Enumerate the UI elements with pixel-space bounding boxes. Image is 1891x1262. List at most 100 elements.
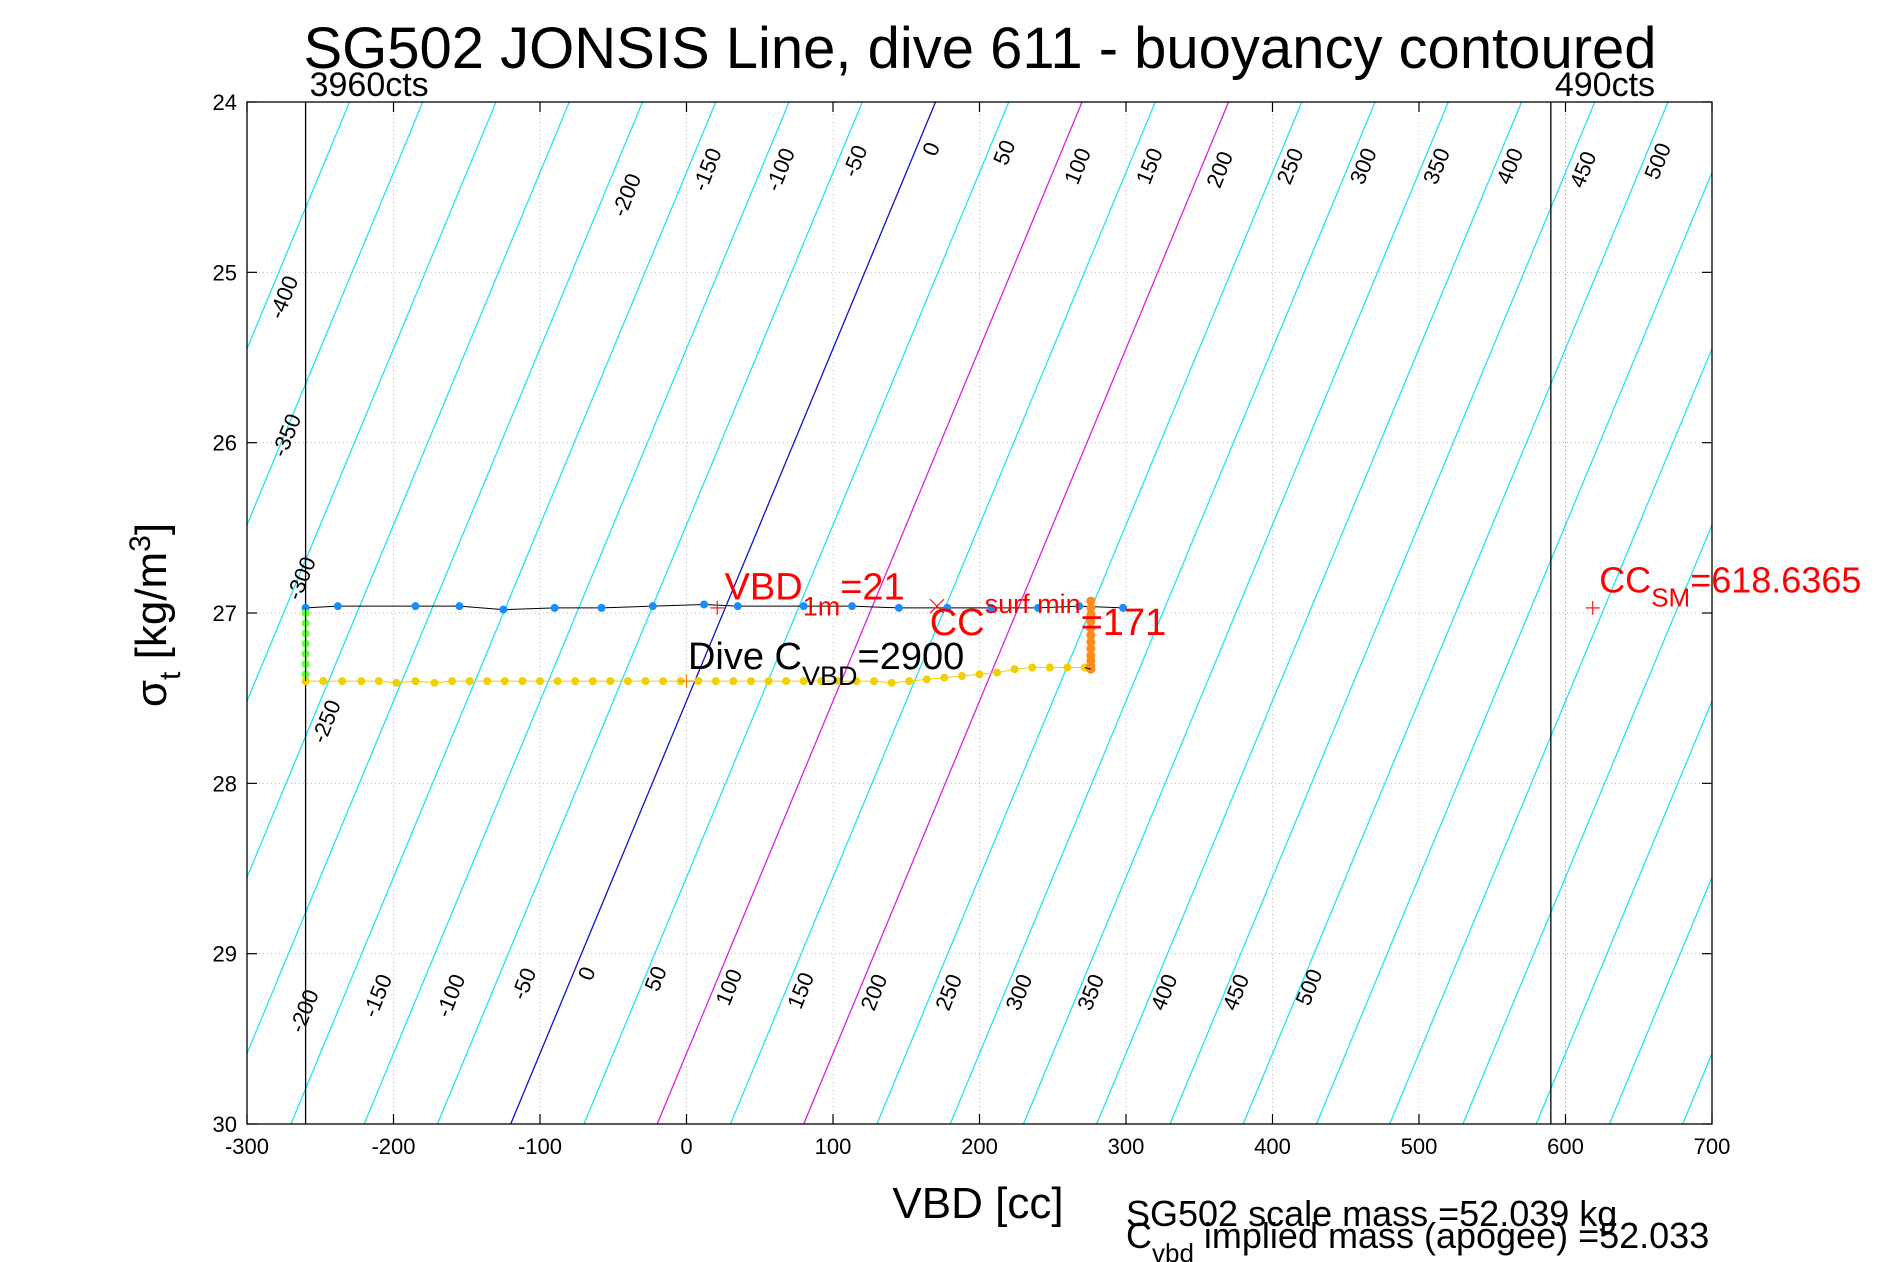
contour-line: [1608, 875, 1712, 1124]
data-point-dive_bottom: [764, 677, 773, 686]
axis-ticks: -300 -200 -100 0 100 200 300 400 500 600 700 24 25 26…: [213, 90, 1731, 1159]
implied-mass-note-sub: vbd: [1152, 1238, 1194, 1262]
vbd-1m-annotation-value: =21: [840, 566, 904, 608]
x-tick-label: 0: [680, 1134, 692, 1159]
data-point-dive_top: [894, 603, 903, 612]
data-point-climb: [1086, 610, 1096, 620]
data-point-climb: [1086, 603, 1096, 613]
data-point-dive_bottom: [834, 677, 843, 686]
data-point-dive_bottom: [993, 668, 1002, 677]
data-point-dive_bottom: [1063, 663, 1072, 672]
series-line-dive_top: [305, 603, 1124, 611]
y-axis-label-sub: t: [154, 671, 187, 680]
data-point-dive_top: [987, 603, 996, 612]
data-point-dive_bottom: [319, 677, 328, 686]
y-axis-label-end: ]: [127, 523, 176, 535]
data-point-dive_bottom: [870, 677, 879, 686]
data-point-dive_bottom: [606, 677, 615, 686]
climb-connector: [1084, 667, 1091, 670]
contour-line: [247, 102, 570, 880]
data-point-dive_bottom: [659, 677, 668, 686]
x-tick-label: -100: [518, 1134, 562, 1159]
x-tick-label: 400: [1254, 1134, 1291, 1159]
x-tick-label: 600: [1547, 1134, 1584, 1159]
data-point-dive_bottom: [392, 678, 401, 687]
data-point-climb: [1086, 630, 1096, 640]
data-point-dive_top: [1034, 603, 1043, 612]
vbd-limit-label: 490cts: [1555, 66, 1655, 104]
contour-line: [949, 102, 1376, 1124]
data-point-dive_bottom: [1045, 663, 1054, 672]
cc-sm-annotation-main: CC: [1599, 560, 1651, 601]
data-point-climb: [1086, 623, 1096, 633]
data-point-dive_top: [1119, 603, 1128, 612]
data-point-dive_top: [733, 602, 742, 611]
data-series: [301, 596, 1128, 687]
cc-sm-annotation-value: =618.6365: [1690, 560, 1861, 601]
data-point-climb: [1086, 637, 1096, 647]
marker-dive_cvbd: [679, 674, 694, 689]
data-point-dive_bottom: [975, 670, 984, 679]
contour-line: [247, 102, 497, 703]
y-tick-label: 24: [213, 90, 237, 115]
dive-cvbd-annotation-sub: VBD: [802, 661, 858, 691]
contour-line: [1462, 523, 1712, 1124]
marker-stroke: [929, 598, 945, 614]
contour-line: [583, 102, 1010, 1124]
data-point-dive_bottom: [782, 677, 791, 686]
data-point-dive_bottom: [887, 678, 896, 687]
contour-line: [1315, 170, 1712, 1124]
contour-line: [247, 102, 351, 351]
data-point-dive_top: [700, 600, 709, 609]
x-tick-label: 700: [1694, 1134, 1731, 1159]
implied-mass-note: Cvbd implied mass (apogee) =52.033: [1126, 1215, 1709, 1262]
cc-surf-min-annotation-sub: surf min: [985, 589, 1081, 619]
data-point-dive_top: [411, 602, 420, 611]
vbd-1m-annotation-sub: 1m: [803, 591, 841, 621]
data-point-dive_bottom: [518, 677, 527, 686]
data-point-dive_bottom: [905, 677, 914, 686]
contour-line: [1022, 102, 1449, 1124]
contour-line: [1242, 102, 1669, 1124]
dive-cvbd-annotation-value: =2900: [858, 636, 965, 678]
vbd-limit-label: 3960cts: [310, 66, 429, 104]
data-point-dive_bottom: [957, 672, 966, 681]
data-point-dive_bottom: [817, 677, 826, 686]
x-tick-label: 100: [815, 1134, 852, 1159]
y-tick-label: 29: [213, 942, 237, 967]
x-tick-label: 200: [961, 1134, 998, 1159]
data-point-dive_bottom: [553, 677, 562, 686]
y-axis-label-main: σ: [127, 680, 176, 707]
data-point-dive_bottom: [729, 677, 738, 686]
y-tick-label: 25: [213, 260, 237, 285]
cc-surf-min-annotation-value: =171: [1081, 602, 1167, 644]
contour-line: [803, 102, 1230, 1124]
data-point-dive_bottom: [338, 677, 347, 686]
cc-sm-annotation-sub: SM: [1651, 583, 1690, 613]
y-axis-label: σt [kg/m3]: [124, 523, 187, 707]
contour-line: [247, 102, 644, 1056]
cc-sm-annotation: CCSM=618.6365: [1599, 560, 1861, 613]
data-point-dive_bottom: [623, 677, 632, 686]
data-point-climb: [1086, 596, 1096, 606]
contour-line: [510, 102, 937, 1124]
data-point-dive_top: [333, 602, 342, 611]
data-point-dive_bottom: [465, 677, 474, 686]
data-point-dive_bottom: [922, 675, 931, 684]
y-tick-label: 30: [213, 1112, 237, 1137]
data-point-dive_bottom: [536, 677, 544, 686]
cc-surf-min-annotation-main: CC: [930, 602, 985, 644]
cc-surf-min-annotation: CCsurf min=171: [930, 589, 1167, 644]
data-point-dive_bottom: [500, 677, 509, 686]
contour-line: [656, 102, 1083, 1124]
data-point-dive_bottom: [641, 677, 650, 686]
scale-mass-note: SG502 scale mass =52.039 kg: [1126, 1193, 1617, 1234]
data-point-dive_bottom: [588, 677, 597, 686]
data-point-climb: [1086, 617, 1096, 627]
data-point-dive_top: [943, 603, 952, 612]
data-point-dive_bottom: [711, 677, 720, 686]
dive-cvbd-annotation-main: Dive C: [688, 636, 802, 678]
x-tick-label: -200: [371, 1134, 415, 1159]
